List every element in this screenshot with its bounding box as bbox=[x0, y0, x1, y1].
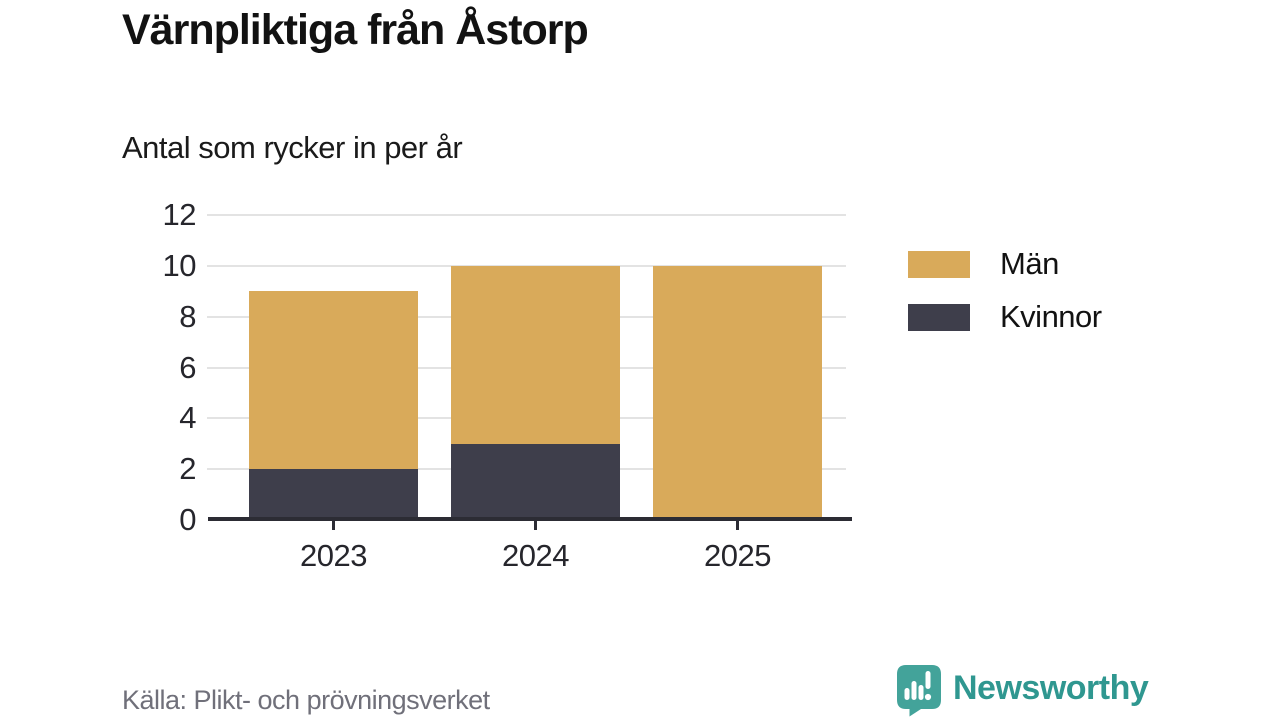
newsworthy-logo-icon bbox=[897, 665, 941, 717]
legend: Män Kvinnor bbox=[908, 246, 1102, 352]
legend-swatch-men bbox=[908, 250, 970, 278]
y-tick-label-0: 0 bbox=[179, 502, 196, 537]
legend-item-men: Män bbox=[908, 246, 1102, 282]
gridline-12 bbox=[207, 214, 846, 216]
brand-logo: Newsworthy bbox=[896, 665, 1149, 717]
y-tick-label-10: 10 bbox=[162, 247, 197, 283]
bar-2023-kvinnor bbox=[249, 469, 418, 520]
plot-area bbox=[207, 214, 852, 530]
bar-2023-män bbox=[249, 291, 418, 470]
legend-swatch-women bbox=[908, 303, 970, 331]
y-tick-label-4: 4 bbox=[179, 400, 196, 436]
brand-name: Newsworthy bbox=[953, 669, 1149, 707]
x-tick-2024 bbox=[534, 521, 537, 530]
y-tick-label-2: 2 bbox=[179, 451, 196, 487]
legend-item-women: Kvinnor bbox=[908, 299, 1102, 335]
x-tick-2023 bbox=[332, 521, 335, 530]
source-note: Källa: Plikt- och prövningsverket bbox=[122, 685, 490, 715]
y-tick-label-12: 12 bbox=[162, 197, 197, 232]
x-tick-label-2023: 2023 bbox=[300, 538, 367, 573]
legend-label-women: Kvinnor bbox=[1000, 299, 1102, 334]
x-axis-line bbox=[208, 517, 852, 521]
y-tick-label-8: 8 bbox=[179, 298, 196, 334]
chart-title: Värnpliktiga från Åstorp bbox=[122, 6, 589, 54]
chart-subtitle: Antal som rycker in per år bbox=[122, 130, 463, 165]
legend-label-men: Män bbox=[1000, 246, 1059, 281]
x-tick-label-2024: 2024 bbox=[502, 538, 569, 573]
bar-2024-kvinnor bbox=[451, 443, 620, 520]
x-tick-label-2025: 2025 bbox=[704, 538, 771, 573]
y-tick-label-6: 6 bbox=[179, 349, 196, 385]
bar-2025-män bbox=[653, 265, 822, 520]
x-tick-2025 bbox=[736, 521, 739, 530]
bar-2024-män bbox=[451, 265, 620, 444]
